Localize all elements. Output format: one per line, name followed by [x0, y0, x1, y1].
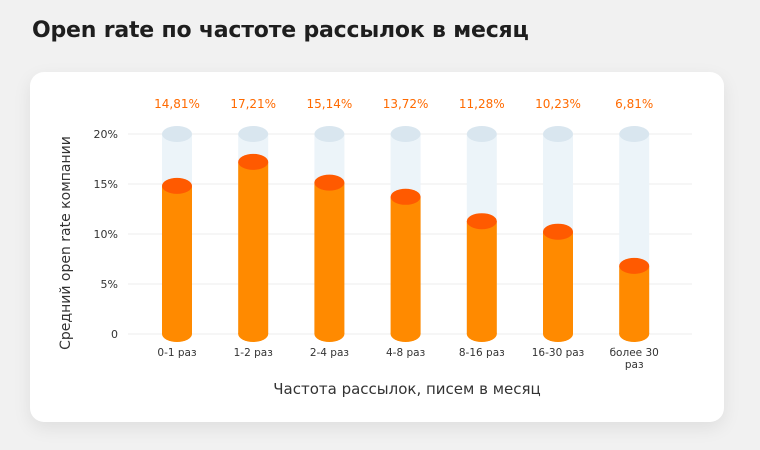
y-tick-label: 10% [94, 228, 118, 241]
data-label: 11,28% [459, 97, 505, 111]
data-label: 13,72% [383, 97, 429, 111]
page-title: Open rate по частоте рассылок в месяц [32, 18, 529, 43]
bar-base [619, 326, 650, 342]
x-tick-label: 8-16 раз [459, 347, 505, 359]
y-tick-label: 15% [94, 178, 118, 191]
bar [238, 161, 269, 334]
x-axis-ticks: 0-1 раз 1-2 раз 2-4 раз 4-8 раз 8-16 раз 16-3… [157, 347, 658, 371]
data-label: 17,21% [230, 97, 276, 111]
bar-top [390, 188, 421, 205]
bar [543, 231, 573, 334]
chart-card [30, 72, 724, 422]
bar [162, 185, 192, 334]
bar-top [162, 177, 192, 194]
bar-track-top [543, 126, 573, 142]
bar-track-top [390, 126, 421, 142]
x-axis-label: Частота рассылок, писем в месяц [273, 380, 541, 398]
bar-base [238, 326, 269, 342]
bar-base [162, 326, 192, 342]
bar-track-top [162, 126, 192, 142]
x-tick-label: более 30 раз [610, 347, 659, 371]
bar-track-top [619, 126, 650, 142]
bar [466, 221, 497, 334]
bar-top [238, 153, 269, 170]
y-tick-label: 20% [94, 128, 118, 141]
bar-top [543, 223, 573, 240]
x-tick-label: 0-1 раз [157, 347, 196, 359]
bar-top [619, 257, 650, 274]
bar-base [543, 326, 573, 342]
bar-base [390, 326, 421, 342]
bar-base [466, 326, 497, 342]
bar-base [314, 326, 345, 342]
data-labels: 14,81% 17,21% 15,14% 13,72% 11,28% 10,23% 6,81… [154, 97, 653, 111]
data-label: 10,23% [535, 97, 581, 111]
y-axis-ticks: 0 5% 10% 15% 20% [94, 128, 118, 341]
bar-top [466, 213, 497, 230]
data-label: 15,14% [307, 97, 353, 111]
y-axis-label: Средний open rate компании [58, 136, 74, 350]
bar-track-top [314, 126, 345, 142]
data-label: 14,81% [154, 97, 200, 111]
x-tick-label: 2-4 раз [310, 347, 349, 359]
bar-top [314, 174, 345, 191]
bar-track-top [238, 126, 269, 142]
x-tick-label: 1-2 раз [234, 347, 273, 359]
bar [314, 182, 345, 334]
bar [619, 265, 650, 334]
bar-track-top [466, 126, 497, 142]
x-tick-label: 4-8 раз [386, 347, 425, 359]
y-tick-label: 0 [111, 328, 118, 341]
bar [390, 196, 421, 334]
bars [162, 126, 650, 342]
x-tick-label: 16-30 раз [532, 347, 585, 359]
data-label: 6,81% [615, 97, 653, 111]
y-tick-label: 5% [101, 278, 118, 291]
